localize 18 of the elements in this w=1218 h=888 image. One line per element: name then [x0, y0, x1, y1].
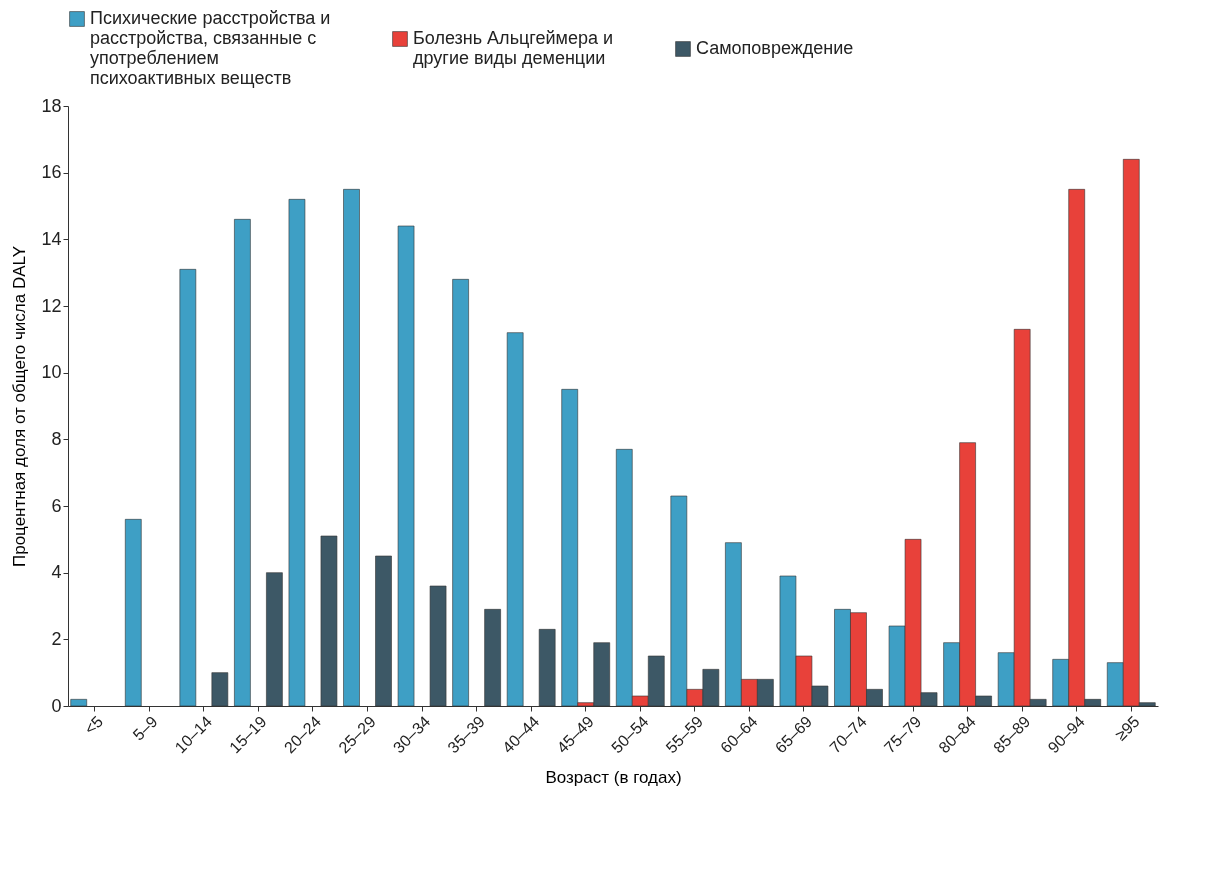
- y-tick-label: 16: [41, 162, 62, 183]
- y-tick-label: 10: [41, 362, 62, 383]
- x-tick-label: ≥95: [1111, 712, 1143, 744]
- y-tick-label: 14: [41, 228, 62, 249]
- y-tick-label: 4: [51, 562, 62, 583]
- y-tick-label: 8: [51, 428, 62, 449]
- legend-label: Болезнь Альцгеймера и другие виды деменции: [413, 28, 614, 68]
- y-tick-label: 12: [41, 295, 62, 316]
- y-axis-title: Процентная доля от общего числа DALY: [10, 245, 30, 568]
- y-tick-label: 2: [51, 628, 62, 649]
- legend-label: Психические расстройства и расстройства, связанные с употреблением психоактивных веществ: [90, 8, 331, 88]
- y-tick-label: 6: [51, 495, 62, 516]
- y-tick-label: 0: [51, 695, 62, 716]
- x-axis-title: Возраст (в годах): [545, 768, 682, 788]
- y-tick-label: 18: [41, 95, 62, 116]
- x-tick-label: <5: [81, 712, 107, 738]
- x-tick-label: 5–9: [129, 712, 161, 744]
- legend-label: Самоповреждение: [696, 38, 854, 58]
